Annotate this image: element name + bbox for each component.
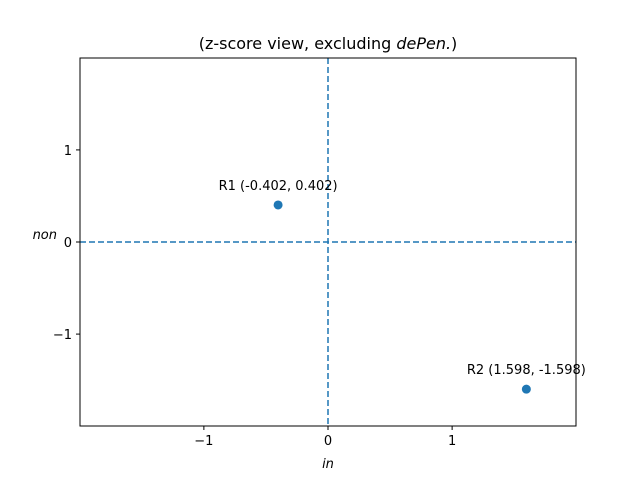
point-annotation: R2 (1.598, -1.598) [467, 363, 586, 378]
plot-area: R1 (-0.402, 0.402) R2 (1.598, -1.598) [80, 58, 586, 426]
y-tick-label: 0 [64, 236, 72, 251]
data-point [273, 200, 283, 210]
x-axis-label: in [322, 457, 334, 472]
x-tick-label: 1 [448, 434, 456, 449]
y-tick-label: −1 [53, 328, 72, 343]
chart-title-suffix: ) [451, 34, 457, 53]
chart-title: (z-score view, excluding dePen.) [199, 34, 458, 53]
y-axis-label: non [33, 228, 57, 243]
chart-title-italic: dePen. [396, 34, 451, 53]
x-tick-label: 0 [324, 434, 332, 449]
data-point [521, 384, 531, 394]
y-tick-label: 1 [64, 144, 72, 159]
x-tick-label: −1 [194, 434, 213, 449]
chart-title-prefix: (z-score view, excluding [199, 34, 397, 53]
point-annotation: R1 (-0.402, 0.402) [219, 179, 338, 194]
